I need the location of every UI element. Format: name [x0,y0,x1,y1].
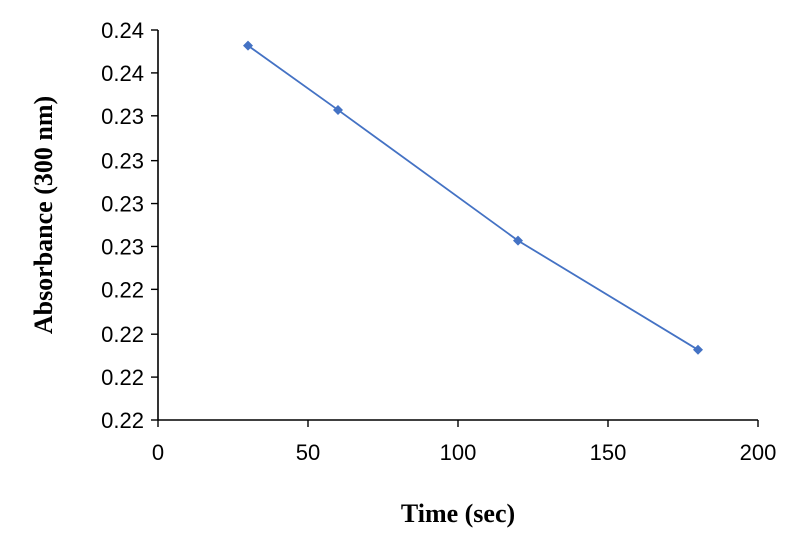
y-axis-title: Absorbance (300 nm) [29,96,58,334]
data-point [513,235,523,246]
y-tick-label: 0.23 [101,234,144,259]
x-axis-ticks: 0 50 100 150 200 [152,420,776,465]
x-tick-label: 200 [740,440,777,465]
y-tick-label: 0.24 [101,61,144,86]
y-tick-label: 0.23 [101,149,144,174]
x-tick-label: 50 [296,440,320,465]
data-point [693,344,703,355]
series-layer [243,40,703,355]
x-axis-title: Time (sec) [401,499,515,528]
x-tick-label: 150 [590,440,627,465]
y-axis-ticks: 0.22 0.22 0.22 0.22 0.23 0.23 0.23 0.23 0.24 0.24 [101,18,158,433]
y-tick-label: 0.24 [101,18,144,43]
data-point [333,104,343,115]
data-point [243,40,253,51]
y-tick-label: 0.22 [101,408,144,433]
y-tick-label: 0.22 [101,365,144,390]
y-tick-label: 0.22 [101,277,144,302]
x-tick-label: 0 [152,440,164,465]
y-tick-label: 0.23 [101,104,144,129]
series-line [247,44,699,351]
x-tick-label: 100 [440,440,477,465]
y-tick-label: 0.23 [101,192,144,217]
y-tick-label: 0.22 [101,322,144,347]
